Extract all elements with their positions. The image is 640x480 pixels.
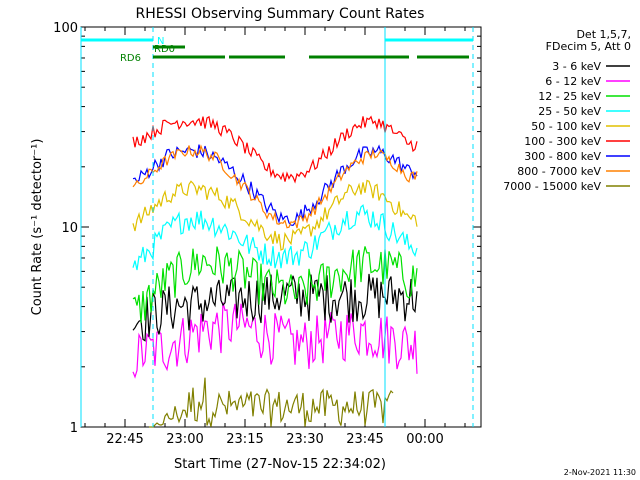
y-tick-label: 1 xyxy=(70,421,78,436)
series-line xyxy=(149,377,394,428)
plot-frame xyxy=(80,26,482,428)
legend-header-line-1: Det 1,5,7, xyxy=(576,28,631,41)
x-tick-label: 23:45 xyxy=(346,432,383,447)
series-line xyxy=(132,115,418,184)
series-line xyxy=(132,246,418,323)
flag-label-n: N xyxy=(157,36,164,47)
chart-title: RHESSI Observing Summary Count Rates xyxy=(136,6,425,22)
legend-label: 12 - 25 keV xyxy=(538,90,601,103)
legend-label: 300 - 800 keV xyxy=(524,150,601,163)
series-line xyxy=(132,144,418,229)
legend-label: 25 - 50 keV xyxy=(538,105,601,118)
series-line xyxy=(132,179,418,251)
y-tick-label: 100 xyxy=(53,21,78,36)
legend-label: 800 - 7000 keV xyxy=(517,165,601,178)
flag-label-rd0: RD0 xyxy=(154,44,175,55)
flag-label-rd6: RD6 xyxy=(120,53,141,64)
y-tick-label: 10 xyxy=(61,221,78,236)
y-axis-label: Count Rate (s⁻¹ detector⁻¹) xyxy=(30,139,45,316)
series-line xyxy=(132,273,418,342)
legend-label: 3 - 6 keV xyxy=(552,60,601,73)
legend-label: 6 - 12 keV xyxy=(545,75,601,88)
y-axis-ticks: 1 10 100 xyxy=(53,21,481,436)
legend-label: 7000 - 15000 keV xyxy=(503,180,601,193)
x-axis-label: Start Time (27-Nov-15 22:34:02) xyxy=(174,457,386,472)
legend: Det 1,5,7, FDecim 5, Att 0 3 - 6 keV 6 - … xyxy=(503,28,631,193)
series-layer xyxy=(132,115,418,428)
x-tick-label: 23:30 xyxy=(286,432,323,447)
x-tick-label: 00:00 xyxy=(406,432,443,447)
legend-label: 50 - 100 keV xyxy=(531,120,601,133)
series-line xyxy=(132,302,418,379)
footer-timestamp: 2-Nov-2021 11:30 xyxy=(564,468,636,477)
series-line xyxy=(132,204,418,271)
x-tick-label: 22:45 xyxy=(106,432,143,447)
x-tick-label: 23:00 xyxy=(166,432,203,447)
x-tick-label: 23:15 xyxy=(226,432,263,447)
legend-header-line-2: FDecim 5, Att 0 xyxy=(546,40,631,53)
x-axis-ticks: 22:45 23:00 23:15 23:30 23:45 00:00 xyxy=(84,27,466,447)
legend-label: 100 - 300 keV xyxy=(524,135,601,148)
time-markers xyxy=(80,27,474,427)
